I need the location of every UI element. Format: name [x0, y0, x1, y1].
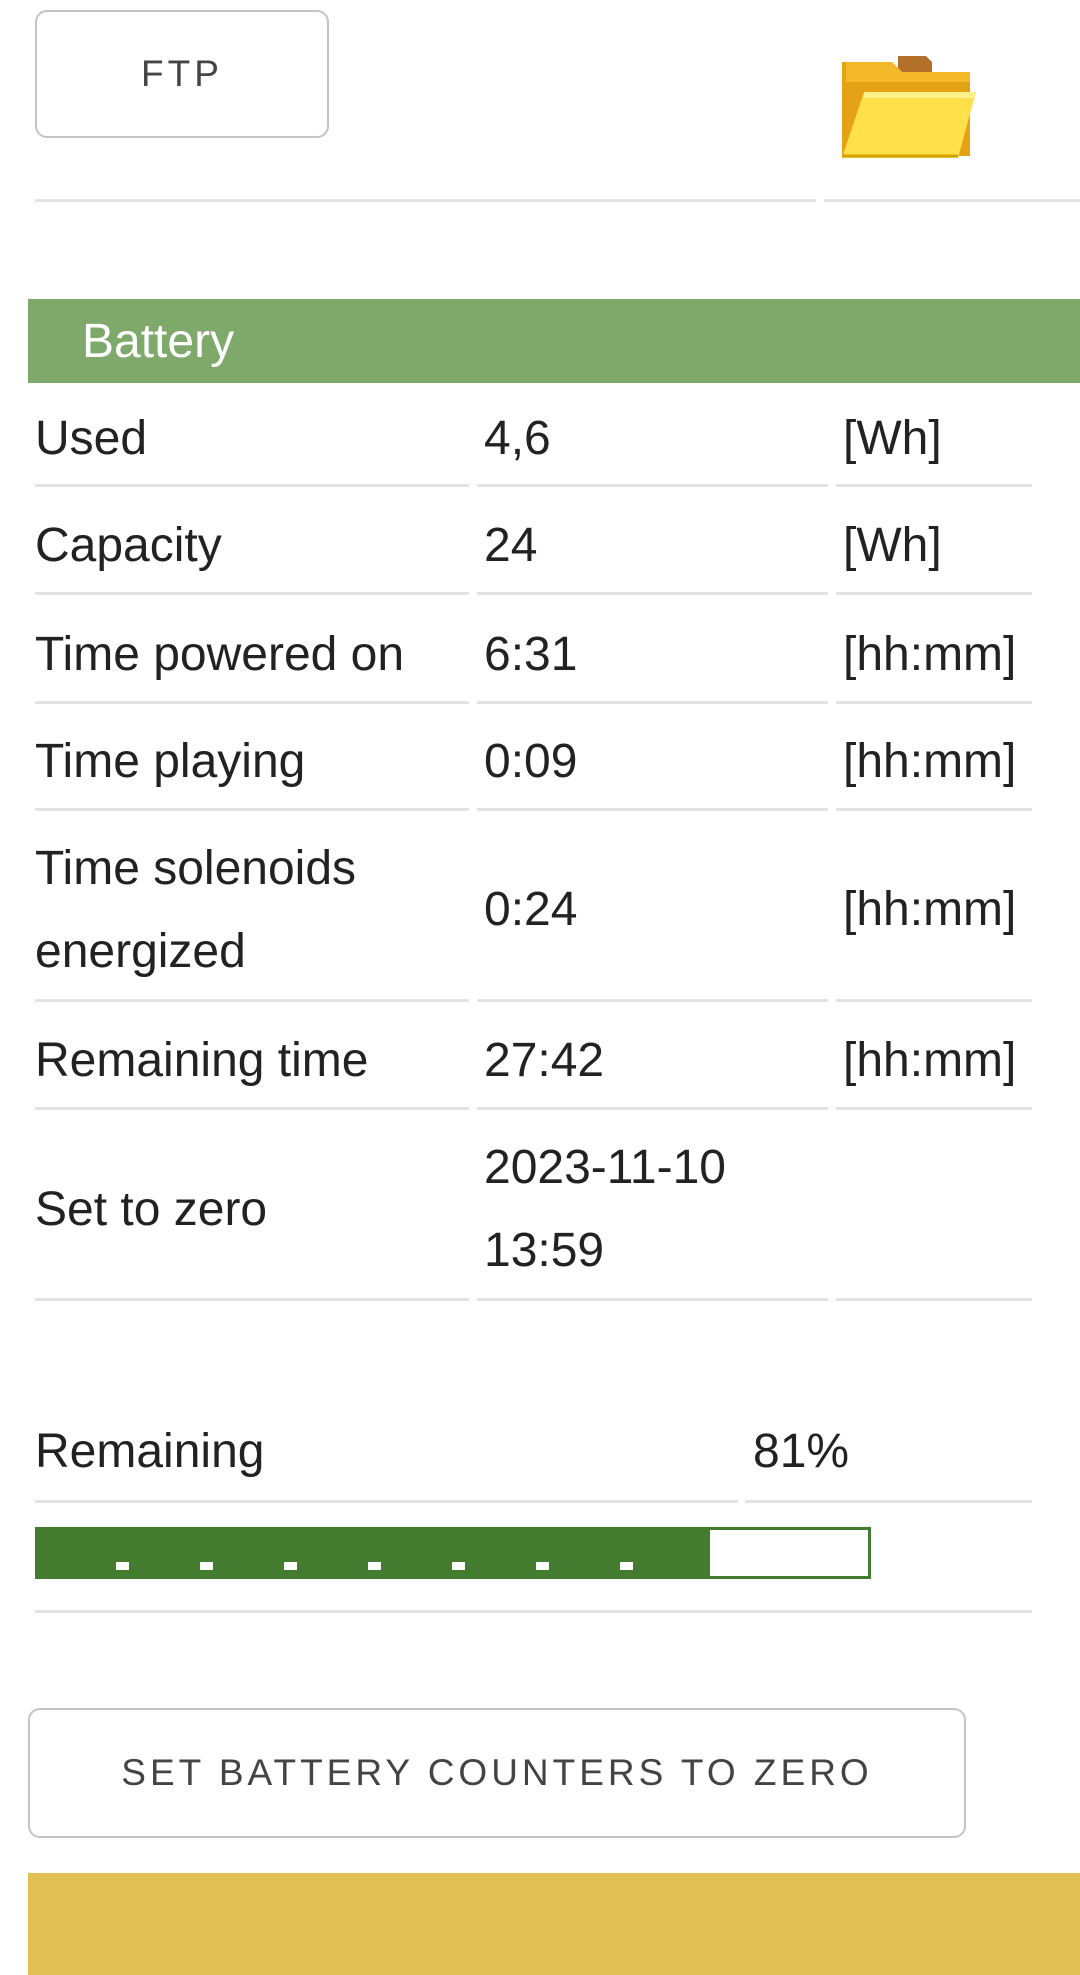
progress-tick [284, 1562, 297, 1570]
divider [836, 1107, 1032, 1110]
row-unit: [hh:mm] [843, 628, 1017, 681]
progress-tick [536, 1562, 549, 1570]
footer-section-bar [28, 1873, 1080, 1975]
battery-section-header: Battery [28, 299, 1080, 383]
row-label: Time playing [35, 735, 306, 788]
divider [35, 1610, 1032, 1613]
row-unit: [Wh] [843, 519, 942, 572]
row-value: 27:42 [484, 1034, 605, 1087]
row-value: 0:24 [484, 883, 578, 936]
divider [836, 592, 1032, 595]
ftp-button[interactable]: FTP [35, 10, 329, 138]
divider [35, 484, 469, 487]
divider [477, 701, 828, 704]
divider [477, 484, 828, 487]
row-label: Remaining time [35, 1034, 369, 1087]
reset-counters-button[interactable]: SET BATTERY COUNTERS TO ZERO [28, 1708, 966, 1838]
divider [477, 808, 828, 811]
divider [836, 701, 1032, 704]
remaining-progress-bar [35, 1527, 871, 1579]
progress-tick [116, 1562, 129, 1570]
divider [477, 1298, 828, 1301]
divider [35, 808, 469, 811]
row-value: 0:09 [484, 735, 578, 788]
battery-title: Battery [82, 314, 235, 368]
divider [477, 1107, 828, 1110]
row-value: 6:31 [484, 628, 578, 681]
row-value: 2023-11-10 13:59 [484, 1141, 726, 1277]
row-unit: [Wh] [843, 412, 942, 465]
divider [35, 592, 469, 595]
folder-icon[interactable] [836, 50, 982, 168]
divider [477, 592, 828, 595]
progress-tick [620, 1562, 633, 1570]
row-value: 4,6 [484, 412, 551, 465]
progress-tick [368, 1562, 381, 1570]
divider [836, 808, 1032, 811]
remaining-value: 81% [753, 1425, 850, 1478]
divider [745, 1500, 1032, 1503]
row-label: Time solenoids energized [35, 842, 357, 978]
divider [35, 999, 469, 1002]
row-unit: [hh:mm] [843, 1034, 1017, 1087]
divider [836, 484, 1032, 487]
row-unit: [hh:mm] [843, 883, 1017, 936]
remaining-label: Remaining [35, 1425, 265, 1478]
divider [35, 1107, 469, 1110]
row-label: Time powered on [35, 628, 405, 681]
divider [824, 199, 1080, 202]
divider [836, 1298, 1032, 1301]
divider [35, 701, 469, 704]
row-label: Capacity [35, 519, 222, 572]
divider [35, 1500, 738, 1503]
progress-tick [200, 1562, 213, 1570]
progress-tick [452, 1562, 465, 1570]
row-label: Used [35, 412, 148, 465]
divider [35, 1298, 469, 1301]
divider [35, 199, 816, 202]
row-label: Set to zero [35, 1183, 268, 1236]
divider [477, 999, 828, 1002]
divider [836, 999, 1032, 1002]
row-unit: [hh:mm] [843, 735, 1017, 788]
row-value: 24 [484, 519, 538, 572]
